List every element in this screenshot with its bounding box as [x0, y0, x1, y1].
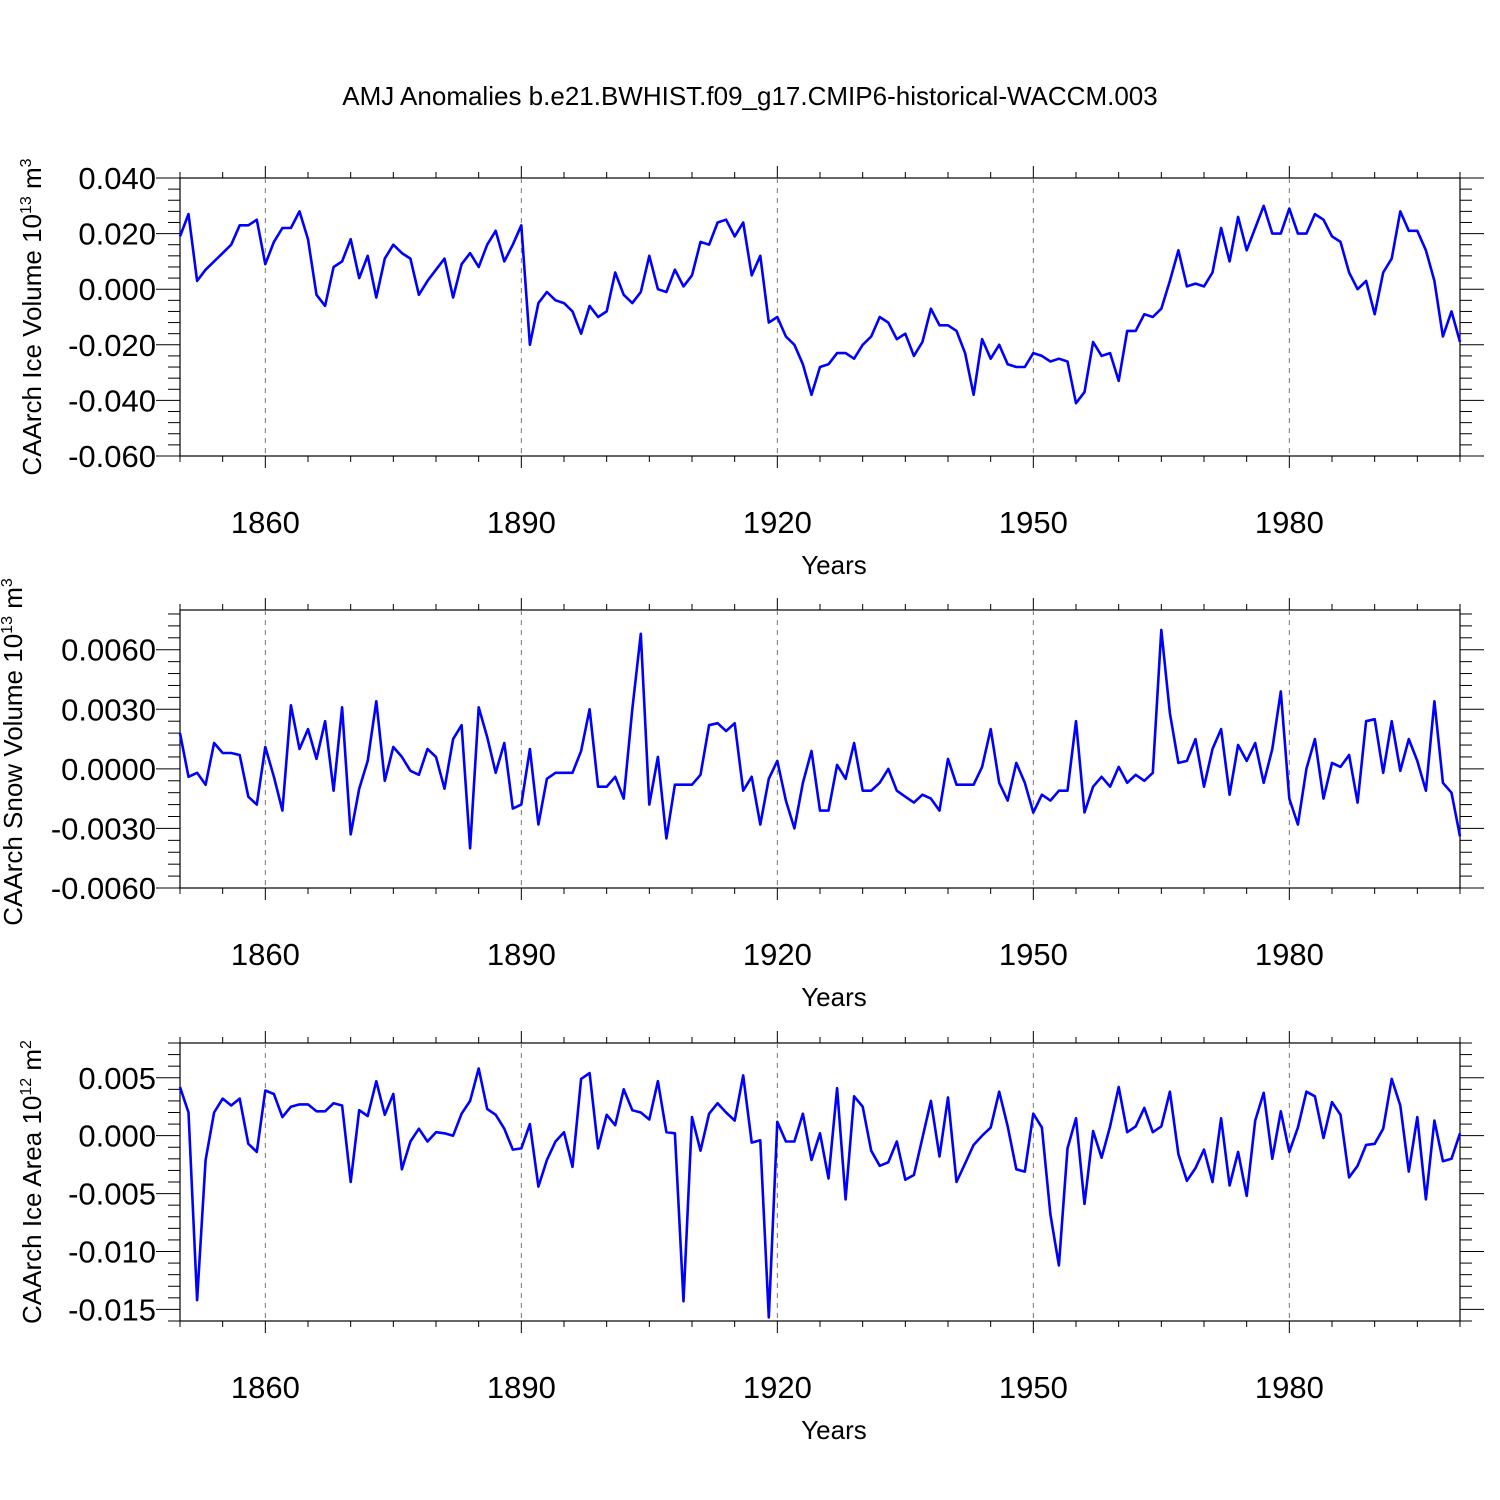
x-tick-label: 1890: [487, 937, 556, 972]
y-tick-label: -0.060: [68, 439, 156, 474]
y-tick-label: 0.0060: [61, 633, 156, 668]
panel-ice-area: CAArch Ice Area 1012 m2 Years 1860 1890 19…: [17, 1031, 1484, 1445]
y-tick-label: 0.020: [78, 217, 156, 252]
x-tick-label: 1860: [231, 1370, 300, 1405]
y-tick-label: -0.0030: [51, 811, 156, 846]
x-tick-label: 1890: [487, 1370, 556, 1405]
y-tick-label: -0.010: [68, 1235, 156, 1270]
x-axis-title-ice-volume: Years: [801, 550, 867, 580]
panel-snow-volume: CAArch Snow Volume 1013 m3 Years 1860 189…: [0, 578, 1484, 1012]
x-tick-label: 1890: [487, 505, 556, 540]
x-tick-label: 1950: [999, 937, 1068, 972]
plot-frame-snow-volume: [179, 609, 1461, 889]
x-tick-label: 1980: [1255, 937, 1324, 972]
chart-title: AMJ Anomalies b.e21.BWHIST.f09_g17.CMIP6…: [342, 81, 1157, 111]
panel-ice-volume: CAArch Ice Volume 1013 m3 Years 1860 1890…: [17, 158, 1484, 580]
series-line: [178, 628, 1462, 850]
plot-frame-ice-area: [179, 1042, 1461, 1322]
y-axis-title-ice-volume: CAArch Ice Volume 1013 m3: [17, 158, 47, 475]
y-tick-label: -0.015: [68, 1292, 156, 1327]
x-tick-label: 1860: [231, 937, 300, 972]
y-tick-label: -0.0060: [51, 871, 156, 906]
y-tick-label: 0.000: [78, 1119, 156, 1154]
y-tick-label: 0.0000: [61, 752, 156, 787]
y-axis-title-ice-area: CAArch Ice Area 1012 m2: [17, 1040, 47, 1324]
x-tick-label: 1950: [999, 1370, 1068, 1405]
x-tick-label: 1980: [1255, 1370, 1324, 1405]
x-tick-label: 1920: [743, 937, 812, 972]
y-tick-label: 0.0030: [61, 692, 156, 727]
x-tick-label: 1980: [1255, 505, 1324, 540]
series-line: [178, 1067, 1462, 1319]
series-line: [178, 204, 1462, 405]
y-tick-label: -0.040: [68, 383, 156, 418]
y-tick-label: 0.000: [78, 272, 156, 307]
y-axis-title-snow-volume: CAArch Snow Volume 1013 m3: [0, 578, 28, 926]
x-tick-label: 1920: [743, 1370, 812, 1405]
x-tick-label: 1920: [743, 505, 812, 540]
x-axis-title-snow-volume: Years: [801, 982, 867, 1012]
y-tick-label: 0.040: [78, 161, 156, 196]
x-axis-title-ice-area: Years: [801, 1415, 867, 1445]
x-tick-label: 1950: [999, 505, 1068, 540]
x-tick-label: 1860: [231, 505, 300, 540]
y-tick-label: -0.020: [68, 328, 156, 363]
y-tick-label: -0.005: [68, 1177, 156, 1212]
y-tick-label: 0.005: [78, 1061, 156, 1096]
